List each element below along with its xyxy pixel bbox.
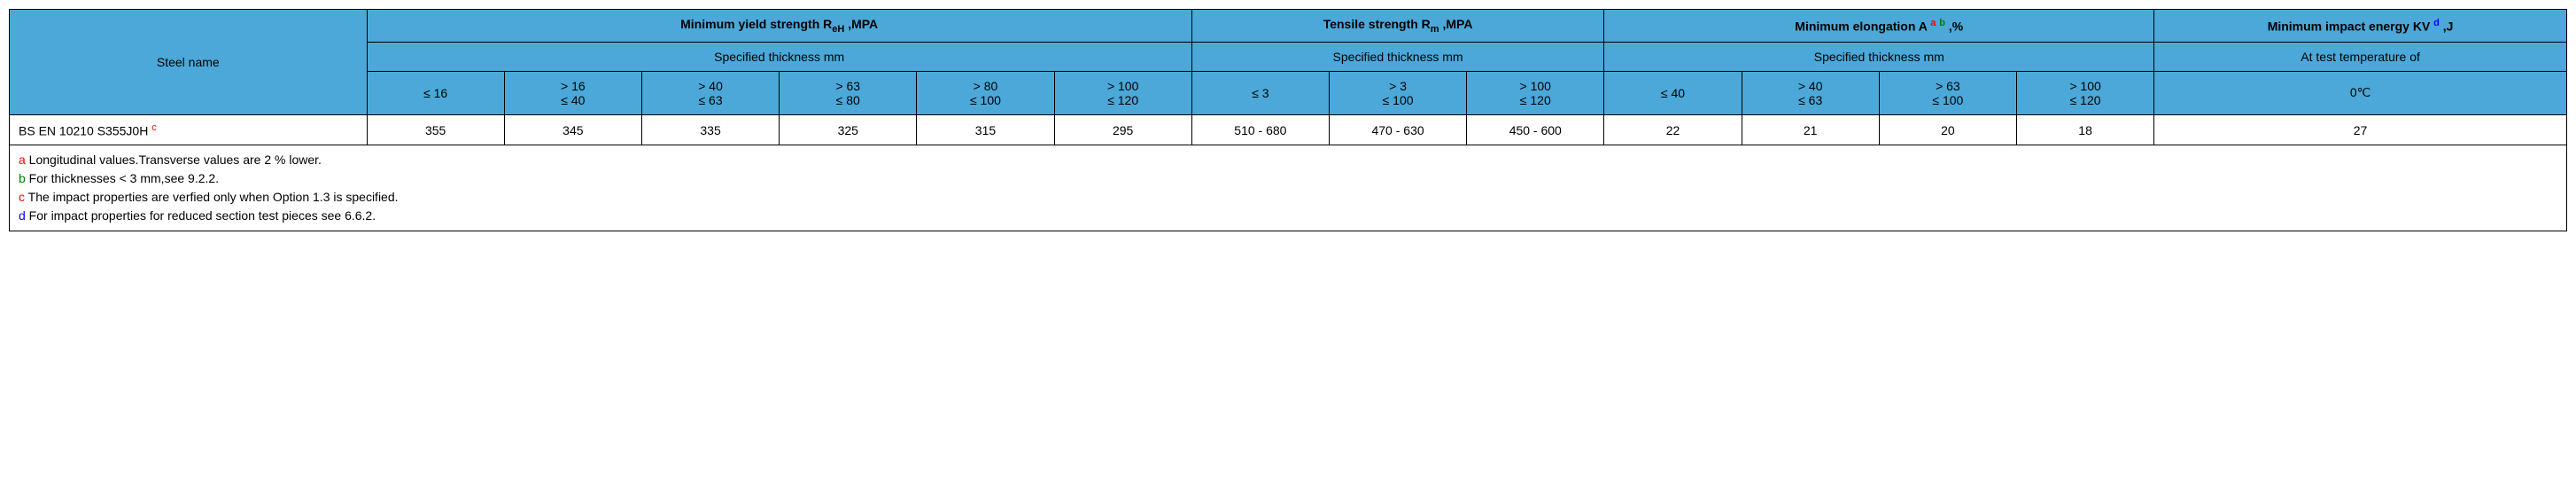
yield-value: 295	[1054, 114, 1191, 145]
header-row-subgroups: Specified thickness mm Specified thickne…	[10, 42, 2567, 71]
steel-name-header: Steel name	[10, 10, 368, 115]
yield-value: 335	[641, 114, 779, 145]
impact-temp: 0℃	[2154, 71, 2567, 114]
yield-range: ≤ 16	[367, 71, 504, 114]
tensile-thickness-label: Specified thickness mm	[1191, 42, 1604, 71]
yield-range: > 100 ≤ 120	[1054, 71, 1191, 114]
tensile-value: 450 - 600	[1467, 114, 1604, 145]
elongation-thickness-label: Specified thickness mm	[1604, 42, 2154, 71]
footnote-d: d For impact properties for reduced sect…	[19, 207, 2557, 225]
footnote-b: b For thicknesses < 3 mm,see 9.2.2.	[19, 169, 2557, 188]
elong-range: > 63 ≤ 100	[1879, 71, 2016, 114]
yield-thickness-label: Specified thickness mm	[367, 42, 1191, 71]
tensile-value: 470 - 630	[1329, 114, 1466, 145]
yield-range: > 40 ≤ 63	[641, 71, 779, 114]
yield-value: 345	[504, 114, 641, 145]
header-row-groups: Steel name Minimum yield strength ReH ,M…	[10, 10, 2567, 43]
elong-range: ≤ 40	[1604, 71, 1742, 114]
impact-value: 27	[2154, 114, 2567, 145]
footnote-a: a Longitudinal values.Transverse values …	[19, 151, 2557, 169]
impact-header: Minimum impact energy KV d ,J	[2154, 10, 2567, 43]
footnote-c: c The impact properties are verfied only…	[19, 188, 2557, 207]
impact-temp-label: At test temperature of	[2154, 42, 2567, 71]
tensile-range: ≤ 3	[1191, 71, 1329, 114]
yield-value: 315	[917, 114, 1054, 145]
table-row: BS EN 10210 S355J0H c 355 345 335 325 31…	[10, 114, 2567, 145]
elong-range: > 100 ≤ 120	[2016, 71, 2153, 114]
yield-range: > 80 ≤ 100	[917, 71, 1054, 114]
steel-name-cell: BS EN 10210 S355J0H c	[10, 114, 368, 145]
elong-range: > 40 ≤ 63	[1742, 71, 1879, 114]
elong-value: 21	[1742, 114, 1879, 145]
yield-header: Minimum yield strength ReH ,MPA	[367, 10, 1191, 43]
tensile-value: 510 - 680	[1191, 114, 1329, 145]
footnotes-cell: a Longitudinal values.Transverse values …	[10, 145, 2567, 231]
yield-value: 355	[367, 114, 504, 145]
elong-value: 22	[1604, 114, 1742, 145]
tensile-range: > 100 ≤ 120	[1467, 71, 1604, 114]
yield-range: > 16 ≤ 40	[504, 71, 641, 114]
elong-value: 20	[1879, 114, 2016, 145]
yield-range: > 63 ≤ 80	[780, 71, 917, 114]
elongation-header: Minimum elongation A a b ,%	[1604, 10, 2154, 43]
tensile-header: Tensile strength Rm ,MPA	[1191, 10, 1604, 43]
steel-properties-table: Steel name Minimum yield strength ReH ,M…	[9, 9, 2567, 231]
yield-value: 325	[780, 114, 917, 145]
tensile-range: > 3 ≤ 100	[1329, 71, 1466, 114]
footnotes-row: a Longitudinal values.Transverse values …	[10, 145, 2567, 231]
header-row-ranges: ≤ 16 > 16 ≤ 40 > 40 ≤ 63 > 63 ≤ 80 > 80 …	[10, 71, 2567, 114]
elong-value: 18	[2016, 114, 2153, 145]
